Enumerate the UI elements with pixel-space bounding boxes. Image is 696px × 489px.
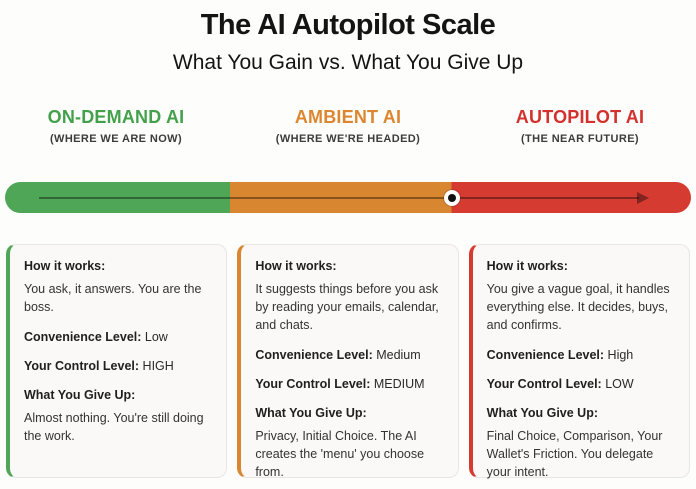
page-subtitle: What You Gain vs. What You Give Up <box>172 51 524 74</box>
autopilot-title: AUTOPILOT AI <box>515 107 645 127</box>
convenience-level-value: High <box>607 348 634 362</box>
card-ambient: How it works: It suggests things before … <box>237 244 459 479</box>
give-up-text: Final Choice, Comparison, Your Wallet's … <box>486 429 663 479</box>
ambient-subtitle: (WHERE WE'RE HEADED) <box>275 133 421 145</box>
on-demand-subtitle: (WHERE WE ARE NOW) <box>49 133 183 145</box>
on-demand-title: ON-DEMAND AI <box>47 107 185 127</box>
column-header-autopilot: AUTOPILOT AI (THE NEAR FUTURE) <box>464 107 696 146</box>
control-level-row: Your Control Level: MEDIUM <box>255 376 445 393</box>
column-headers: ON-DEMAND AI (WHERE WE ARE NOW) AMBIENT … <box>0 107 696 146</box>
give-up-text: Almost nothing. You're still doing the w… <box>24 411 204 443</box>
control-level-label: Your Control Level: <box>486 377 602 391</box>
give-up-label: What You Give Up: <box>255 406 367 420</box>
how-it-works-label: How it works: <box>24 259 106 273</box>
control-level-label: Your Control Level: <box>24 359 140 373</box>
autopilot-scale-bar <box>5 182 691 213</box>
give-up-label: What You Give Up: <box>486 406 599 420</box>
info-cards: How it works: You ask, it answers. You a… <box>6 244 690 479</box>
how-it-works-label: How it works: <box>255 259 337 273</box>
control-level-row: Your Control Level: LOW <box>487 376 677 393</box>
control-level-value: MEDIUM <box>373 377 425 391</box>
ambient-title: AMBIENT AI <box>294 107 402 127</box>
convenience-level-label: Convenience Level: <box>255 348 373 362</box>
give-up-text: Privacy, Initial Choice. The AI creates … <box>255 429 425 479</box>
scale-arrow-icon <box>637 191 649 204</box>
page-title: The AI Autopilot Scale <box>200 9 496 41</box>
scale-marker-handle <box>443 189 460 206</box>
column-header-ambient: AMBIENT AI (WHERE WE'RE HEADED) <box>232 107 464 146</box>
convenience-level-label: Convenience Level: <box>486 348 605 362</box>
convenience-level-row: Convenience Level: Medium <box>255 347 445 364</box>
convenience-level-value: Medium <box>376 348 421 362</box>
card-autopilot: How it works: You give a vague goal, it … <box>468 244 690 479</box>
column-header-on-demand: ON-DEMAND AI (WHERE WE ARE NOW) <box>0 107 232 146</box>
how-it-works-text: You give a vague goal, it handles everyt… <box>486 282 670 332</box>
control-level-row: Your Control Level: HIGH <box>24 358 214 375</box>
convenience-level-value: Low <box>144 330 168 344</box>
control-level-label: Your Control Level: <box>255 377 371 391</box>
convenience-level-row: Convenience Level: Low <box>24 329 214 346</box>
convenience-level-row: Convenience Level: High <box>487 347 677 364</box>
scale-arrow-line <box>39 196 639 199</box>
control-level-value: HIGH <box>142 359 174 373</box>
convenience-level-label: Convenience Level: <box>24 330 142 344</box>
card-on-demand: How it works: You ask, it answers. You a… <box>6 244 228 478</box>
how-it-works-text: You ask, it answers. You are the boss. <box>24 282 202 314</box>
autopilot-subtitle: (THE NEAR FUTURE) <box>520 133 639 145</box>
how-it-works-label: How it works: <box>486 259 568 273</box>
scale-marker-dot-icon <box>447 193 456 202</box>
control-level-value: LOW <box>605 377 634 391</box>
how-it-works-text: It suggests things before you ask by rea… <box>255 282 439 332</box>
give-up-label: What You Give Up: <box>24 388 136 402</box>
